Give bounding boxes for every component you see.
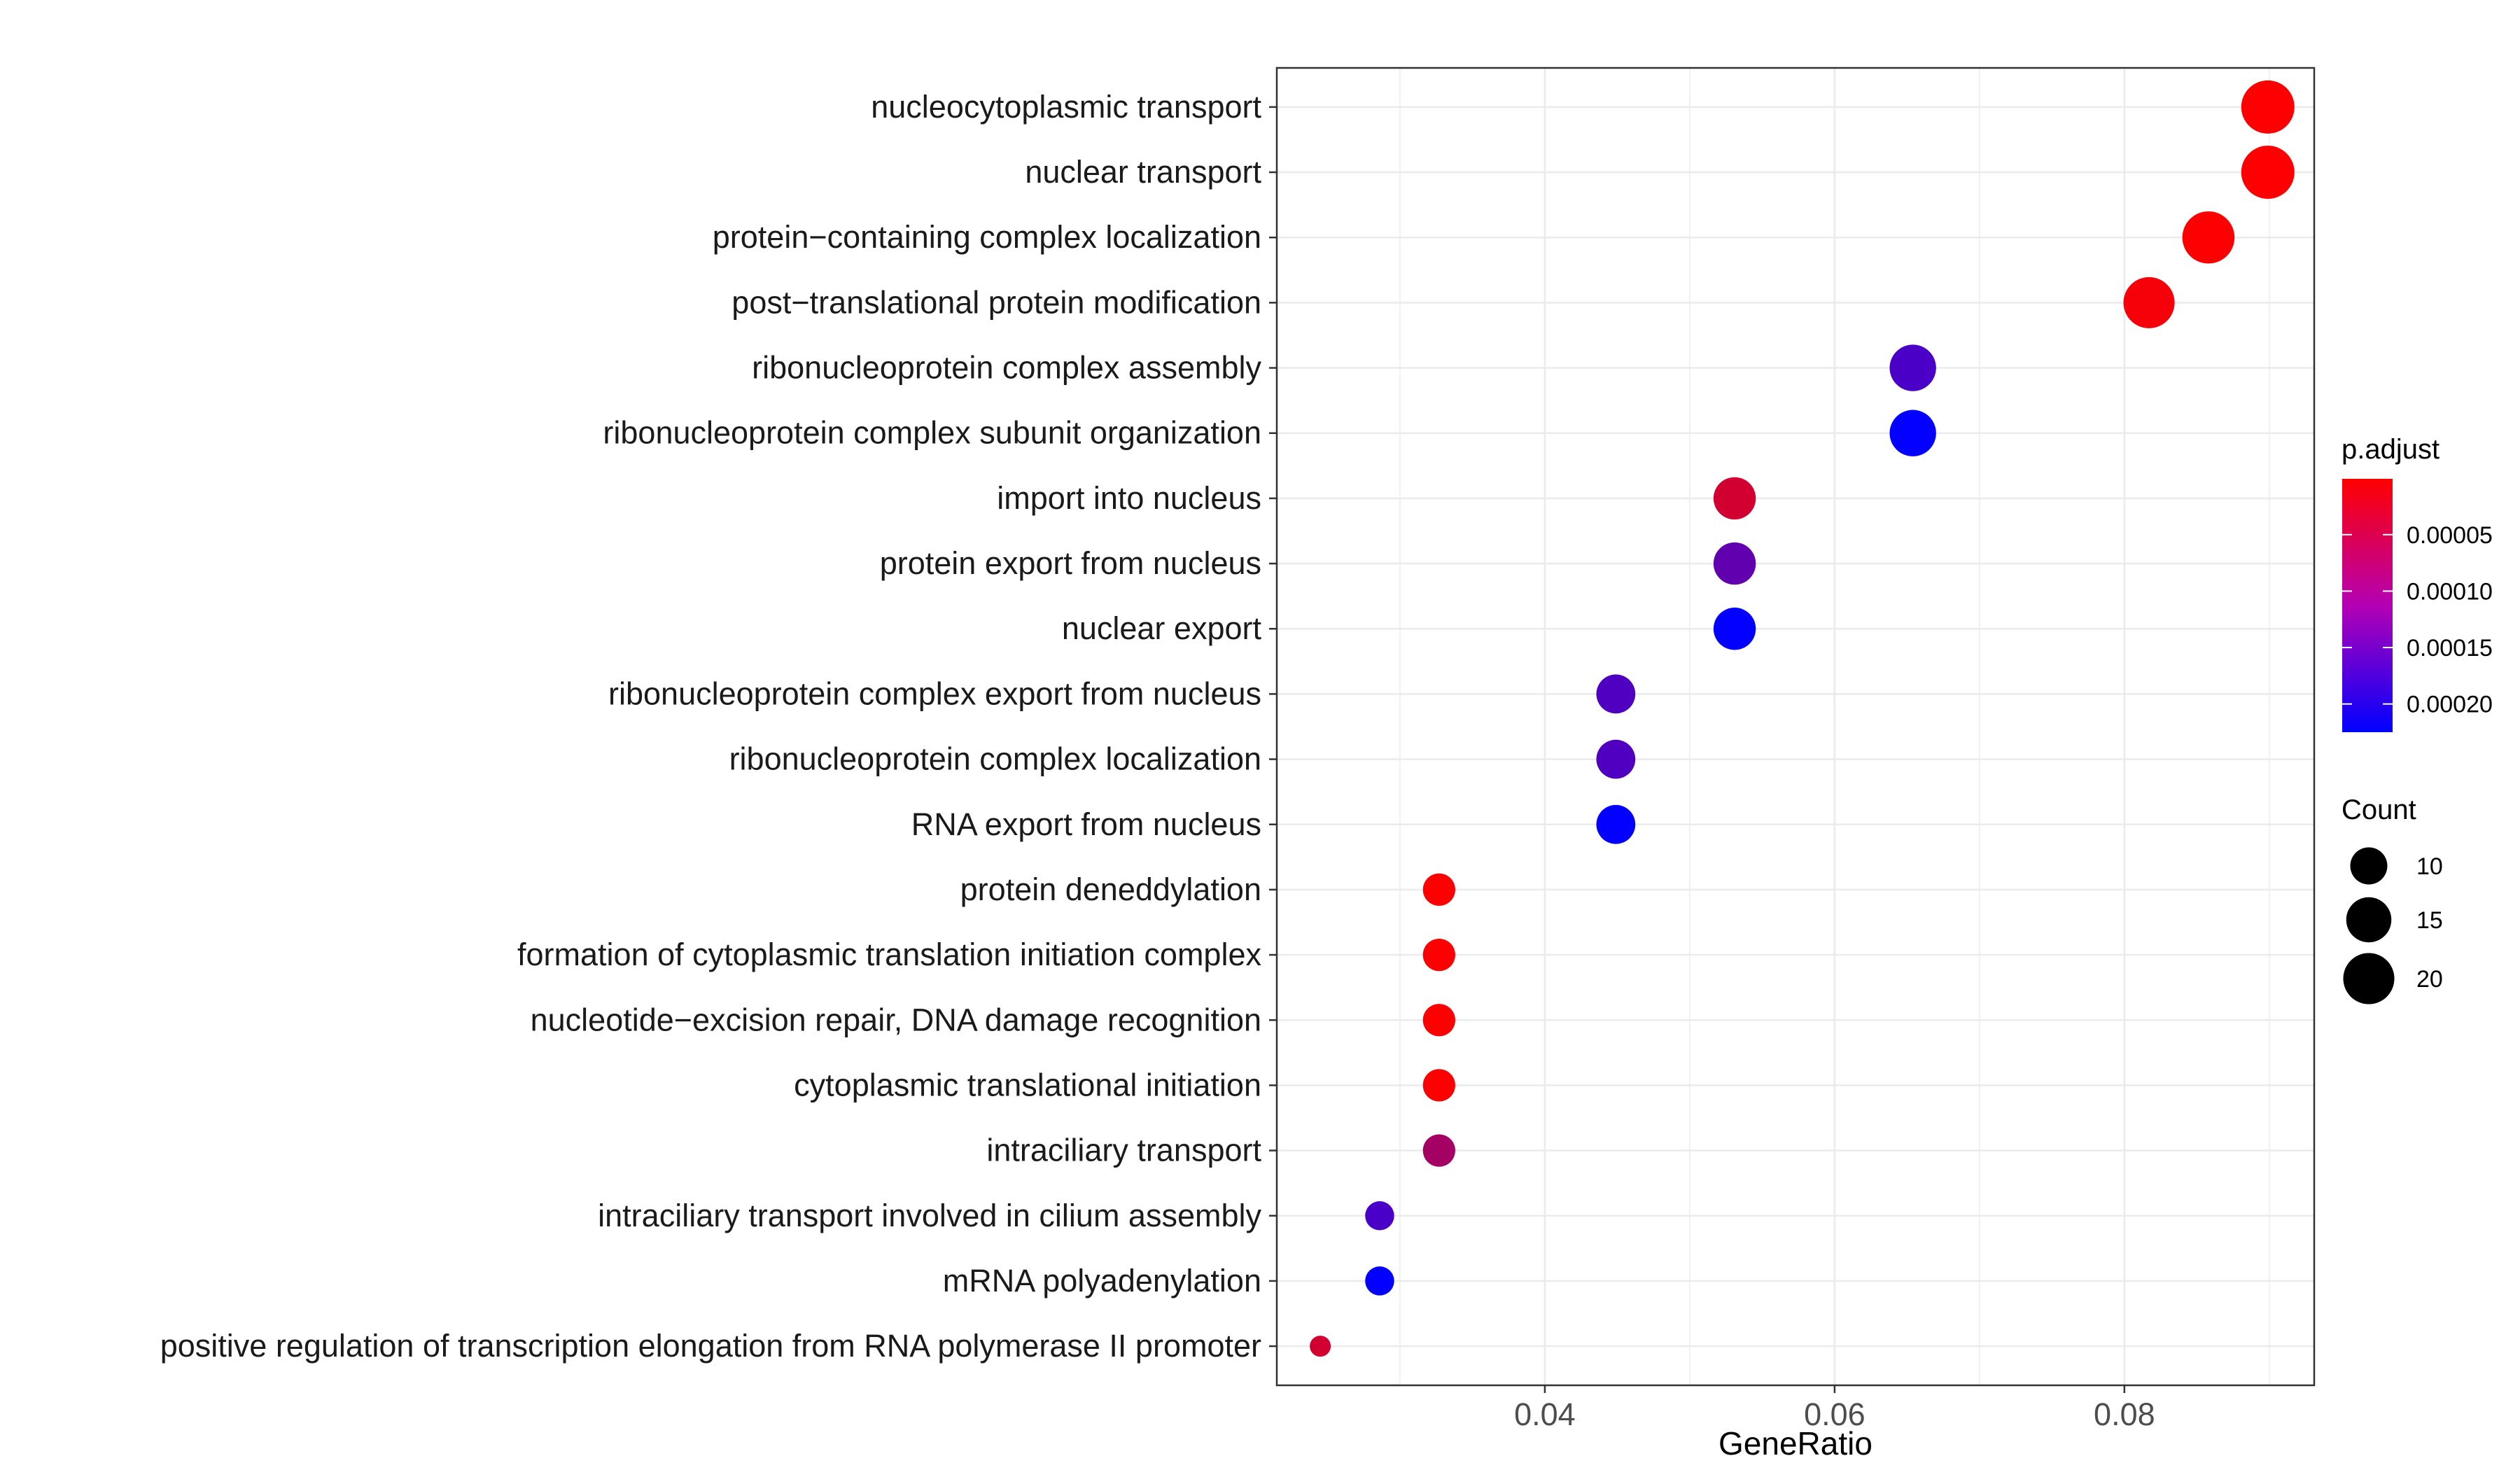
y-tick-label: nucleocytoplasmic transport xyxy=(871,89,1261,125)
y-tick-label: nuclear transport xyxy=(1025,154,1261,190)
y-tick-label: protein−containing complex localization xyxy=(713,219,1261,255)
panel-background xyxy=(1277,68,2314,1385)
points-layer xyxy=(1310,80,2295,1357)
colorbar-tick-label: 0.00005 xyxy=(2407,522,2493,549)
data-point xyxy=(1713,542,1756,585)
size-key-dot xyxy=(2346,897,2392,943)
y-tick-label: formation of cytoplasmic translation ini… xyxy=(517,937,1261,972)
gridlines xyxy=(1277,68,2314,1385)
data-point xyxy=(1365,1201,1394,1231)
data-point xyxy=(1596,804,1636,844)
data-point xyxy=(1422,938,1455,972)
data-point xyxy=(1422,873,1455,906)
data-point xyxy=(2123,276,2175,328)
y-tick-label: ribonucleoprotein complex subunit organi… xyxy=(603,415,1261,451)
y-tick-label: intraciliary transport involved in ciliu… xyxy=(598,1198,1261,1233)
x-tick-label: 0.04 xyxy=(1514,1396,1576,1432)
plot-panel xyxy=(1277,68,2314,1385)
data-point xyxy=(1422,1069,1455,1102)
size-key-dot xyxy=(2343,953,2395,1004)
y-tick-label: protein deneddylation xyxy=(960,872,1261,907)
y-tick-label: ribonucleoprotein complex localization xyxy=(729,741,1261,777)
y-tick-label: positive regulation of transcription elo… xyxy=(160,1328,1261,1364)
y-tick-label: cytoplasmic translational initiation xyxy=(794,1067,1261,1102)
data-point xyxy=(1596,739,1636,779)
x-tick-label: 0.08 xyxy=(2094,1396,2155,1432)
size-key-label: 20 xyxy=(2416,966,2443,993)
data-point xyxy=(2241,146,2295,200)
data-point xyxy=(1422,1004,1455,1037)
data-point xyxy=(2241,80,2295,134)
y-tick-label: nuclear export xyxy=(1062,610,1262,646)
colorbar xyxy=(2342,479,2393,732)
x-tick-label: 0.06 xyxy=(1804,1396,1865,1432)
size-legend-title: Count xyxy=(2342,794,2416,825)
colorbar-tick-label: 0.00010 xyxy=(2407,578,2493,605)
size-key-label: 10 xyxy=(2416,853,2443,880)
y-tick-label: mRNA polyadenylation xyxy=(943,1263,1261,1298)
y-axis: nucleocytoplasmic transport nuclear trans… xyxy=(160,89,1277,1364)
colorbar-tick-label: 0.00020 xyxy=(2407,692,2493,718)
data-point xyxy=(1310,1336,1331,1357)
data-point xyxy=(1365,1266,1394,1296)
y-tick-label: ribonucleoprotein complex export from nu… xyxy=(608,676,1261,711)
x-axis: 0.04 0.06 0.08 xyxy=(1514,1385,2155,1432)
data-point xyxy=(1713,608,1756,650)
panel-border xyxy=(1275,66,2316,1387)
colorbar-tick-label: 0.00015 xyxy=(2407,635,2493,662)
data-point xyxy=(2182,211,2235,264)
data-point xyxy=(1889,410,1936,456)
y-tick-label: import into nucleus xyxy=(997,480,1261,516)
color-legend-title: p.adjust xyxy=(2342,434,2440,465)
size-legend: Count 10 15 20 xyxy=(2342,794,2443,1004)
y-tick-label: intraciliary transport xyxy=(986,1133,1261,1168)
size-key-label: 15 xyxy=(2416,907,2443,934)
data-point xyxy=(1713,477,1756,520)
size-key-dot xyxy=(2350,847,2388,885)
x-axis-title: GeneRatio xyxy=(1718,1425,1872,1462)
data-point xyxy=(1889,344,1936,391)
data-point xyxy=(1596,674,1636,714)
y-tick-label: post−translational protein modification xyxy=(732,284,1261,320)
data-point xyxy=(1422,1134,1455,1167)
y-tick-label: nucleotide−excision repair, DNA damage r… xyxy=(531,1002,1261,1037)
color-legend: p.adjust 0.00005 0.00010 0.00015 0.00020 xyxy=(2342,434,2493,732)
y-tick-label: RNA export from nucleus xyxy=(911,806,1261,842)
y-tick-label: ribonucleoprotein complex assembly xyxy=(752,350,1261,386)
y-tick-label: protein export from nucleus xyxy=(880,545,1261,581)
